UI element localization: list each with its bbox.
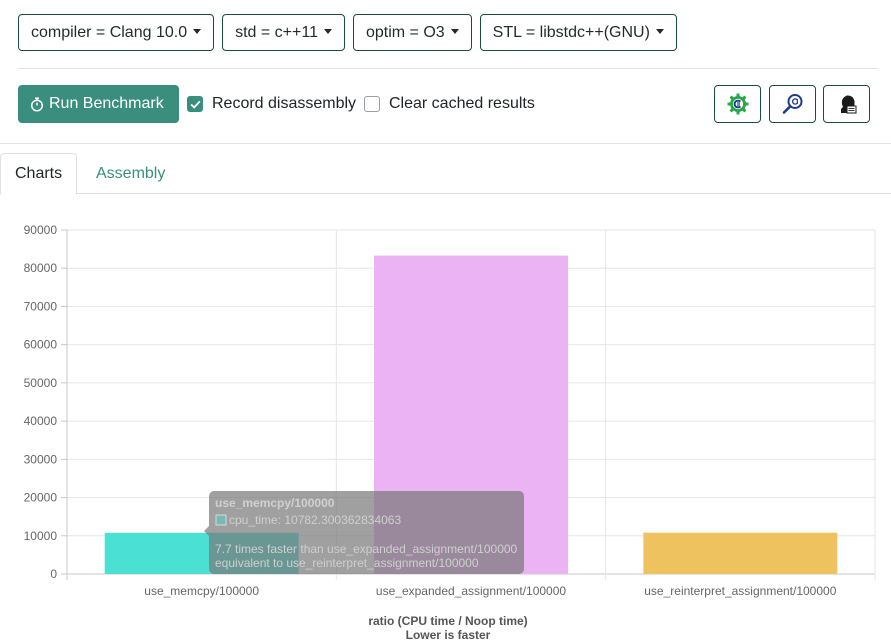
y-tick-label: 60000 xyxy=(24,338,58,352)
divider xyxy=(18,68,878,69)
benchmark-options: compiler = Clang 10.0 std = c++11 optim … xyxy=(18,14,677,51)
y-tick-label: 40000 xyxy=(24,414,58,428)
x-tick-label: use_reinterpret_assignment/100000 xyxy=(644,584,836,598)
clear-cached-results-checkbox[interactable]: Clear cached results xyxy=(364,95,535,113)
tooltip-swatch xyxy=(215,514,227,526)
result-tabs: Charts Assembly xyxy=(0,153,891,195)
quick-bench-button[interactable] xyxy=(714,85,761,123)
y-tick-label: 70000 xyxy=(24,299,58,313)
y-tick-label: 90000 xyxy=(24,223,58,237)
y-tick-label: 20000 xyxy=(24,491,58,505)
tab-charts[interactable]: Charts xyxy=(0,153,78,195)
magnifier-icon xyxy=(782,94,802,114)
gear-c-icon xyxy=(727,93,748,115)
y-tick-label: 0 xyxy=(50,567,57,581)
record-disassembly-label: Record disassembly xyxy=(212,95,357,112)
y-tick-label: 10000 xyxy=(24,529,58,543)
optim-dropdown[interactable]: optim = O3 xyxy=(352,14,472,51)
tooltip-title: use_memcpy/100000 xyxy=(215,496,335,510)
y-tick-label: 80000 xyxy=(24,261,58,275)
build-bench-button[interactable] xyxy=(769,85,816,123)
benchmark-chart: 0 10000 20000 30000 40000 50000 60000 70000 8000… xyxy=(24,223,876,642)
std-dropdown-label: std = c++11 xyxy=(235,23,318,41)
tooltip-background xyxy=(209,491,524,574)
run-benchmark-button[interactable]: Run Benchmark xyxy=(18,85,179,123)
optim-dropdown-label: optim = O3 xyxy=(365,23,445,41)
tooltip-note-2: equivalent to use_reinterpret_assignment… xyxy=(215,556,479,570)
x-axis-title: ratio (CPU time / Noop time) xyxy=(368,614,527,628)
stl-dropdown[interactable]: STL = libstdc++(GNU) xyxy=(479,14,677,51)
tab-assembly[interactable]: Assembly xyxy=(96,164,166,182)
compiler-dropdown-label: compiler = Clang 10.0 xyxy=(31,23,188,41)
stl-dropdown-label: STL = libstdc++(GNU) xyxy=(492,23,650,41)
chevron-down-icon xyxy=(450,29,459,34)
x-tick-label: use_memcpy/100000 xyxy=(144,584,259,598)
x-tick-label: use_expanded_assignment/100000 xyxy=(376,584,566,598)
y-tick-label: 50000 xyxy=(24,376,58,390)
perf-bench-button[interactable] xyxy=(823,85,870,123)
tooltip-line: cpu_time: 10782.300362834063 xyxy=(229,513,401,527)
compiler-dropdown[interactable]: compiler = Clang 10.0 xyxy=(18,14,215,51)
checkbox-checked-icon[interactable] xyxy=(187,96,203,112)
clear-cached-results-label: Clear cached results xyxy=(389,95,535,112)
std-dropdown[interactable]: std = c++11 xyxy=(222,14,345,51)
x-axis-subtitle: Lower is faster xyxy=(406,628,491,642)
y-tick-label: 30000 xyxy=(24,452,58,466)
tooltip-note-1: 7.7 times faster than use_expanded_assig… xyxy=(215,542,518,556)
stopwatch-icon xyxy=(30,96,44,112)
record-disassembly-checkbox[interactable]: Record disassembly xyxy=(187,95,356,113)
chart-tooltip: use_memcpy/100000 cpu_time: 10782.300362… xyxy=(204,491,524,574)
run-benchmark-label: Run Benchmark xyxy=(49,95,164,112)
chevron-down-icon xyxy=(323,29,332,34)
chess-piece-icon xyxy=(840,95,856,114)
bar[interactable] xyxy=(643,532,838,574)
checkbox-unchecked-icon[interactable] xyxy=(364,96,380,112)
chevron-down-icon xyxy=(655,29,664,34)
tooltip-caret xyxy=(204,526,209,536)
divider xyxy=(0,143,891,144)
chevron-down-icon xyxy=(193,29,202,34)
